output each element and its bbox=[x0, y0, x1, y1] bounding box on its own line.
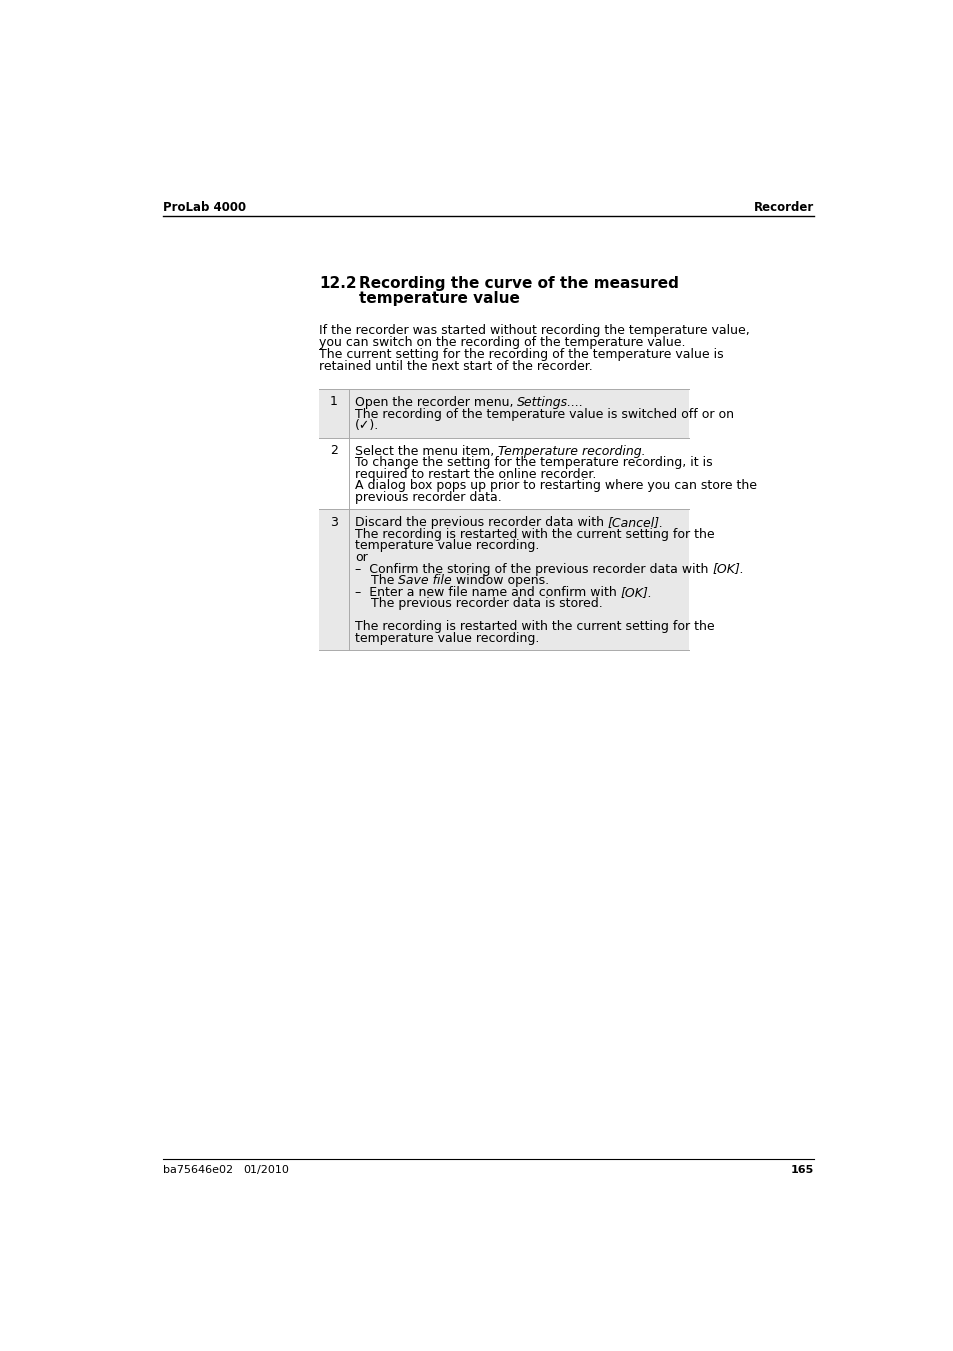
Text: retained until the next start of the recorder.: retained until the next start of the rec… bbox=[319, 359, 593, 373]
Text: Recording the curve of the measured: Recording the curve of the measured bbox=[359, 276, 679, 290]
Bar bbox=[319, 438, 688, 509]
Text: –  Confirm the storing of the previous recorder data with: – Confirm the storing of the previous re… bbox=[355, 562, 712, 576]
Text: temperature value: temperature value bbox=[359, 290, 519, 305]
Text: To change the setting for the temperature recording, it is: To change the setting for the temperatur… bbox=[355, 457, 712, 469]
Text: Temperature recording.: Temperature recording. bbox=[497, 444, 645, 458]
Text: The recording is restarted with the current setting for the: The recording is restarted with the curr… bbox=[355, 528, 714, 540]
Text: 2: 2 bbox=[330, 444, 337, 457]
Text: Discard the previous recorder data with: Discard the previous recorder data with bbox=[355, 516, 607, 530]
Text: The current setting for the recording of the temperature value is: The current setting for the recording of… bbox=[319, 347, 723, 361]
Text: you can switch on the recording of the temperature value.: you can switch on the recording of the t… bbox=[319, 336, 685, 349]
Text: A dialog box pops up prior to restarting where you can store the: A dialog box pops up prior to restarting… bbox=[355, 480, 756, 492]
Text: ProLab 4000: ProLab 4000 bbox=[163, 201, 246, 213]
Text: The previous recorder data is stored.: The previous recorder data is stored. bbox=[355, 597, 602, 611]
Text: temperature value recording.: temperature value recording. bbox=[355, 632, 538, 644]
Text: Open the recorder menu,: Open the recorder menu, bbox=[355, 396, 517, 409]
Text: –  Enter a new file name and confirm with: – Enter a new file name and confirm with bbox=[355, 585, 620, 598]
Text: The recording of the temperature value is switched off or on: The recording of the temperature value i… bbox=[355, 408, 733, 420]
Text: Settings....: Settings.... bbox=[517, 396, 584, 409]
Text: (✓).: (✓). bbox=[355, 419, 378, 432]
Text: [OK].: [OK]. bbox=[620, 585, 652, 598]
Bar bbox=[319, 389, 688, 438]
Text: 165: 165 bbox=[790, 1166, 814, 1175]
Text: previous recorder data.: previous recorder data. bbox=[355, 490, 501, 504]
Text: window opens.: window opens. bbox=[452, 574, 549, 588]
Text: required to restart the online recorder.: required to restart the online recorder. bbox=[355, 467, 596, 481]
Text: Recorder: Recorder bbox=[754, 201, 814, 213]
Text: The: The bbox=[355, 574, 397, 588]
Text: 12.2: 12.2 bbox=[319, 276, 356, 290]
Text: [OK].: [OK]. bbox=[712, 562, 743, 576]
Text: Select the menu item,: Select the menu item, bbox=[355, 444, 497, 458]
Text: temperature value recording.: temperature value recording. bbox=[355, 539, 538, 553]
Text: 1: 1 bbox=[330, 396, 337, 408]
Text: ba75646e02: ba75646e02 bbox=[163, 1166, 233, 1175]
Text: The recording is restarted with the current setting for the: The recording is restarted with the curr… bbox=[355, 620, 714, 634]
Text: [Cancel].: [Cancel]. bbox=[607, 516, 663, 530]
Text: 3: 3 bbox=[330, 516, 337, 528]
Text: If the recorder was started without recording the temperature value,: If the recorder was started without reco… bbox=[319, 324, 749, 336]
Text: Save file: Save file bbox=[397, 574, 452, 588]
Bar bbox=[319, 509, 688, 650]
Text: or: or bbox=[355, 551, 367, 563]
Text: 01/2010: 01/2010 bbox=[243, 1166, 289, 1175]
